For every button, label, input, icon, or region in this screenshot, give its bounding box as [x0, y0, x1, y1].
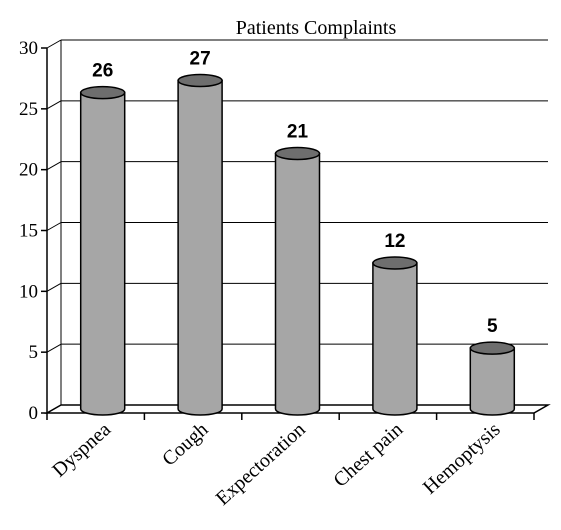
- floor-plane: [44, 404, 551, 414]
- y-tick-label: 15: [19, 221, 38, 242]
- gridline-side-5: [46, 343, 62, 353]
- data-label: 21: [287, 122, 309, 143]
- x-tick-label: Dyspnea: [48, 418, 115, 481]
- bar-top: [372, 256, 418, 270]
- gridline-side-15: [46, 222, 62, 231]
- y-tick-label: 20: [19, 160, 38, 181]
- bar-chest-pain: [372, 256, 418, 416]
- bar-top: [274, 146, 321, 161]
- gridline-side-20: [46, 161, 62, 171]
- x-tick-label: Cough: [158, 418, 212, 470]
- y-tick-label: 10: [19, 281, 38, 302]
- x-tick-label: Expectoration: [212, 418, 310, 509]
- bar-hemoptysis: [469, 341, 516, 416]
- bar-top: [79, 85, 126, 100]
- bar-body: [372, 262, 418, 416]
- bar-body: [469, 347, 516, 416]
- bar-expectoration: [274, 146, 321, 416]
- x-axis-ticks: Dyspnea Cough Expectoration Chest pain Hemop…: [46, 413, 535, 510]
- bar-top: [469, 341, 516, 355]
- chart-title: Patients Complaints: [236, 17, 397, 39]
- y-tick-label: 0: [29, 403, 39, 424]
- bar-dyspnea: [79, 85, 126, 416]
- bars: [79, 73, 516, 416]
- gridline-side-25: [46, 100, 62, 110]
- x-tick-label: Chest pain: [329, 418, 407, 491]
- data-label: 27: [190, 49, 211, 70]
- y-tick-label: 30: [19, 38, 38, 59]
- data-label: 26: [92, 61, 113, 82]
- bar-top: [177, 73, 223, 88]
- y-axis-ticks: 0 5 10 15 20 25 30: [19, 38, 47, 424]
- x-tick-label: Hemoptysis: [419, 418, 505, 498]
- bar-cough: [177, 73, 223, 416]
- gridline-side-30: [46, 39, 62, 49]
- bar-body: [79, 91, 126, 416]
- data-label: 12: [384, 231, 405, 252]
- y-tick-label: 5: [29, 342, 39, 363]
- bar-body: [177, 79, 223, 416]
- bar-body: [274, 152, 321, 416]
- data-label: 5: [487, 316, 498, 337]
- y-tick-label: 25: [19, 99, 38, 120]
- gridline-side-10: [46, 282, 62, 292]
- data-labels: 26 27 21 12 5: [92, 49, 498, 338]
